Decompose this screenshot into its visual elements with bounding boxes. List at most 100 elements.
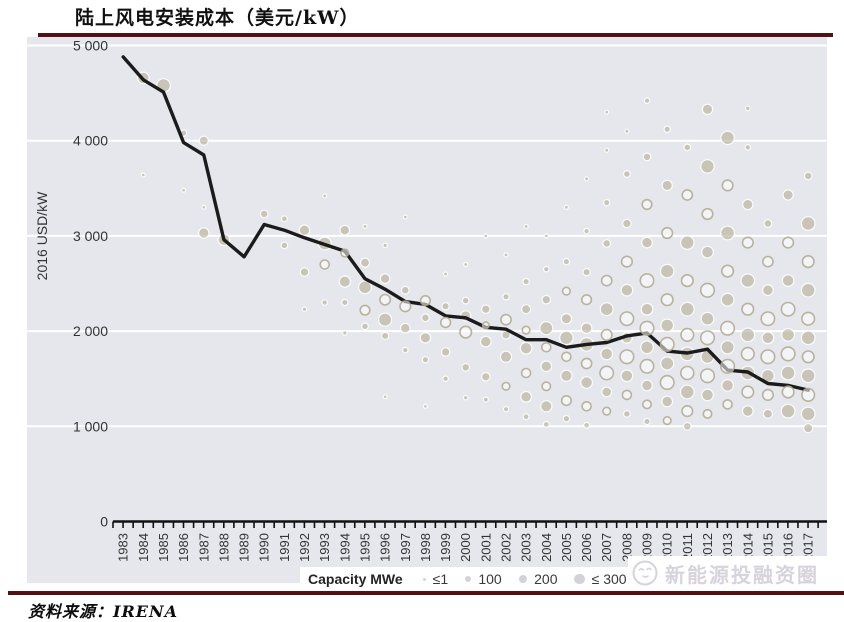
project-bubble-hollow [639, 358, 655, 374]
project-bubble [359, 257, 371, 268]
project-bubble [604, 109, 610, 115]
project-bubble [800, 406, 816, 422]
project-bubble [362, 223, 368, 229]
project-bubble-hollow [699, 282, 716, 298]
project-bubble [298, 224, 311, 236]
project-bubble-hollow [741, 302, 755, 316]
project-bubble [301, 306, 308, 313]
project-bubble-hollow [721, 179, 734, 192]
project-bubble-hollow [702, 408, 713, 419]
bubble-size-100-icon [465, 575, 472, 583]
wechat-account-logo-icon [632, 560, 658, 586]
project-bubble [583, 176, 590, 182]
project-bubble [720, 340, 735, 355]
project-bubble [622, 218, 632, 229]
project-bubble [198, 227, 210, 239]
project-bubble-hollow [521, 325, 531, 335]
y-tick-label: 1 000 [73, 418, 108, 434]
project-bubble-hollow [801, 387, 816, 403]
project-bubble [800, 330, 816, 346]
project-bubble [322, 193, 328, 199]
project-bubble [540, 360, 553, 373]
project-bubble [400, 285, 410, 295]
project-bubble [560, 313, 573, 325]
project-bubble [562, 414, 571, 423]
project-bubble [661, 179, 673, 192]
project-bubble-hollow [701, 207, 714, 221]
project-bubble [402, 214, 408, 220]
project-bubble [519, 341, 533, 355]
project-bubble-hollow [661, 226, 674, 240]
project-bubble-hollow [619, 349, 635, 365]
project-bubble [378, 312, 393, 327]
project-bubble [462, 394, 469, 401]
project-bubble [522, 413, 530, 421]
project-bubble-hollow [719, 358, 736, 374]
project-bubble [259, 209, 269, 219]
project-bubble [280, 241, 289, 250]
project-bubble [780, 403, 796, 419]
project-bubble-hollow [720, 264, 735, 278]
x-tick-label: 1993 [317, 533, 332, 562]
project-bubble [659, 263, 675, 279]
project-bubble [720, 292, 735, 307]
project-bubble [483, 233, 489, 239]
x-tick-label: 2014 [740, 533, 755, 562]
project-bubble [422, 403, 428, 409]
project-bubble [744, 144, 752, 151]
x-tick-label: 2009 [640, 533, 655, 562]
project-bubble [643, 97, 651, 105]
project-bubble [482, 396, 489, 403]
y-axis-unit-label: 2016 USD/kW [34, 191, 50, 280]
project-bubble-hollow [520, 367, 532, 379]
project-bubble [782, 189, 794, 201]
project-bubble [800, 216, 816, 231]
project-bubble [198, 135, 209, 146]
project-bubble-hollow [602, 406, 612, 416]
project-bubble-hollow [541, 381, 552, 392]
project-bubble-hollow [600, 274, 613, 287]
project-bubble [361, 322, 369, 331]
project-bubble [800, 368, 816, 384]
x-tick-label: 1998 [418, 533, 433, 562]
y-tick-label: 4 000 [73, 133, 108, 149]
x-tick-label: 1988 [216, 533, 231, 562]
project-bubble-hollow [580, 357, 593, 370]
project-bubble [701, 388, 714, 402]
project-bubble [721, 379, 734, 392]
watermark-text: 新能源投融资圈 [665, 562, 819, 587]
watermark: 新能源投融资圈 [628, 556, 844, 590]
project-bubble-hollow [680, 327, 695, 343]
project-bubble [640, 340, 654, 355]
project-bubble-hollow [660, 293, 674, 307]
project-bubble [540, 400, 553, 413]
project-bubble [642, 152, 652, 162]
legend-item-label: 100 [478, 571, 502, 587]
project-bubble-hollow [681, 189, 694, 201]
x-tick-label: 1984 [136, 533, 151, 562]
legend-item: ≤1 [422, 571, 448, 587]
project-bubble [740, 327, 756, 343]
project-bubble [559, 330, 574, 346]
project-bubble-hollow [722, 399, 733, 410]
project-bubble [679, 384, 695, 400]
project-bubble-hollow [641, 198, 653, 211]
project-bubble [742, 198, 754, 211]
project-bubble [701, 245, 714, 259]
project-bubble [720, 130, 735, 146]
project-bubble-hollow [581, 400, 592, 412]
project-bubble-hollow [659, 374, 675, 391]
project-bubble [338, 275, 351, 288]
trend-line [121, 55, 810, 392]
project-bubble-hollow [801, 255, 815, 269]
project-bubble [499, 350, 513, 363]
project-bubble [762, 284, 774, 297]
project-bubble-hollow [500, 313, 512, 326]
project-bubble-hollow [760, 311, 776, 327]
project-bubble [720, 225, 735, 241]
project-bubble [562, 257, 571, 266]
project-bubble [763, 219, 773, 228]
bubble-size-300-icon [574, 573, 585, 585]
x-tick-label: 2013 [720, 533, 735, 562]
project-bubble [623, 410, 631, 418]
